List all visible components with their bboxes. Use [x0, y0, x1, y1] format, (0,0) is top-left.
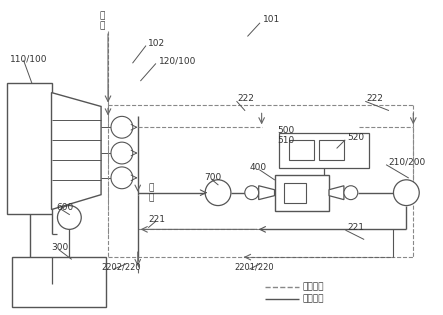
Polygon shape: [51, 93, 101, 209]
Circle shape: [245, 186, 259, 200]
Bar: [284, 183, 306, 203]
Text: 510: 510: [277, 136, 295, 145]
Polygon shape: [259, 186, 275, 200]
Text: 520: 520: [347, 133, 364, 142]
Text: 2202/220: 2202/220: [101, 262, 141, 272]
Text: 出: 出: [149, 183, 154, 192]
Bar: [275, 175, 329, 210]
Circle shape: [111, 142, 133, 164]
Circle shape: [111, 116, 133, 138]
Text: 210/200: 210/200: [389, 158, 426, 166]
Text: 110/100: 110/100: [10, 54, 47, 63]
Text: 低压管路: 低压管路: [302, 282, 324, 291]
Text: 222: 222: [238, 94, 255, 103]
Text: 102: 102: [148, 38, 165, 48]
Bar: [289, 140, 314, 160]
Bar: [280, 133, 369, 168]
Text: 221: 221: [149, 215, 166, 224]
Bar: [7, 83, 51, 215]
Circle shape: [111, 167, 133, 189]
Text: 101: 101: [263, 15, 280, 24]
Text: 进: 进: [99, 12, 105, 21]
Text: 2201/220: 2201/220: [235, 262, 275, 272]
Text: 600: 600: [56, 203, 74, 212]
Bar: [12, 257, 106, 307]
Circle shape: [205, 180, 231, 206]
Circle shape: [344, 186, 358, 200]
Circle shape: [393, 180, 419, 206]
Text: 液: 液: [149, 193, 154, 202]
Bar: [319, 140, 344, 160]
Text: 液: 液: [99, 22, 105, 31]
Text: 700: 700: [204, 173, 222, 182]
Text: 400: 400: [250, 163, 267, 172]
Circle shape: [58, 206, 81, 229]
Text: 300: 300: [51, 243, 69, 252]
Polygon shape: [329, 186, 344, 200]
Text: 120/100: 120/100: [159, 56, 196, 65]
Text: 222: 222: [367, 94, 384, 103]
Text: 高压管路: 高压管路: [302, 294, 324, 303]
Text: 221: 221: [347, 223, 364, 232]
Text: 500: 500: [277, 126, 295, 135]
